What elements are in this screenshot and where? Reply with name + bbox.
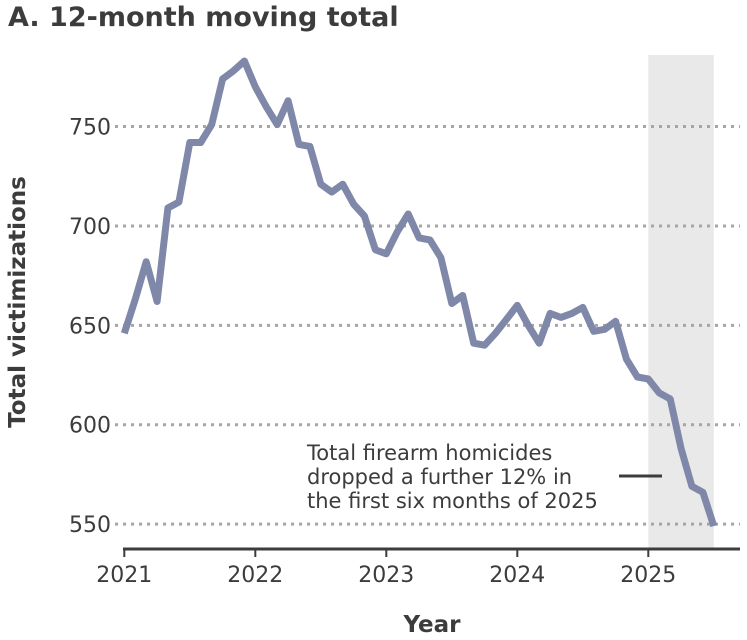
y-tick-label: 600 [69,414,111,439]
annotation-line-2: dropped a further 12% in [307,465,572,489]
chart-title: A. 12-month moving total [8,2,399,33]
x-axis-title: Year [402,612,461,638]
x-tick-label: 2023 [358,563,414,588]
x-tick-label: 2021 [96,563,152,588]
y-tick-label: 750 [69,116,111,141]
y-tick-label: 650 [69,314,111,339]
annotation-line-1: Total firearm homicides [306,441,552,465]
y-tick-label: 550 [69,513,111,538]
x-tick-label: 2022 [227,563,283,588]
highlight-band [648,55,714,550]
y-axis-title: Total victimizations [5,176,31,428]
annotation: Total firearm homicides dropped a furthe… [306,441,662,513]
x-tick-label: 2025 [620,563,676,588]
x-tick-label: 2024 [489,563,545,588]
annotation-line-3: the first six months of 2025 [307,489,598,513]
series-line [120,57,718,528]
y-tick-label: 700 [69,215,111,240]
